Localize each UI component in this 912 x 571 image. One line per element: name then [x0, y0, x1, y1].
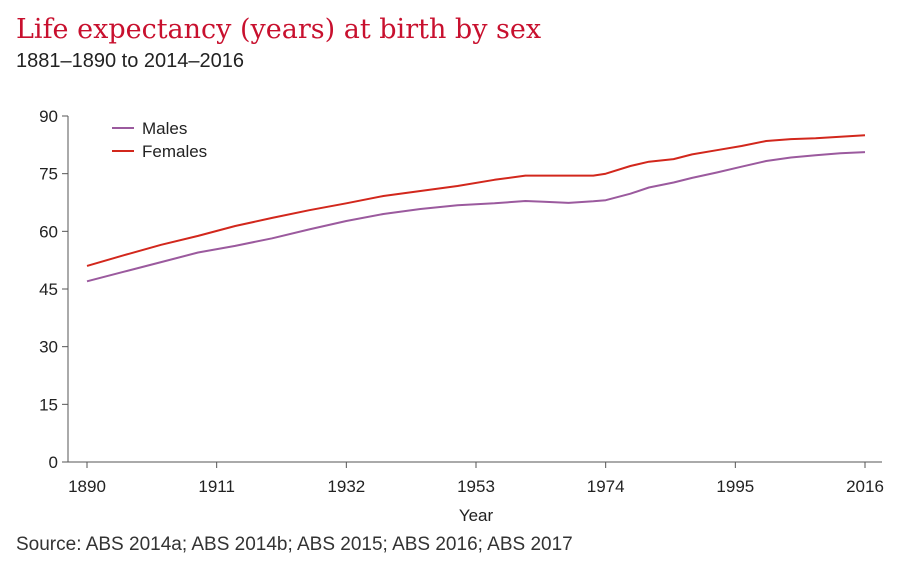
legend-label-females: Females	[142, 142, 207, 161]
y-tick-label: 75	[39, 165, 58, 184]
x-tick-label: 1890	[68, 477, 106, 496]
x-tick-label: 1932	[327, 477, 365, 496]
axes	[67, 116, 882, 463]
x-tick-label: 1953	[457, 477, 495, 496]
x-axis-label: Year	[459, 506, 494, 525]
x-axis-ticks: 1890 1911 1932 1953 1974 1995 2016	[68, 462, 884, 496]
series-line-males	[86, 151, 866, 283]
y-axis-ticks: 0 15 30 45 60 75 90	[39, 107, 68, 472]
source-note: Source: ABS 2014a; ABS 2014b; ABS 2015; …	[16, 534, 573, 555]
y-tick-label: 0	[49, 453, 58, 472]
chart-title: Life expectancy (years) at birth by sex	[16, 14, 542, 45]
x-tick-label: 1974	[587, 477, 625, 496]
series-line-females	[86, 134, 866, 267]
y-tick-label: 90	[39, 107, 58, 126]
x-tick-label: 1911	[198, 477, 235, 496]
series-lines	[86, 134, 866, 283]
y-tick-label: 60	[39, 222, 58, 241]
y-tick-label: 45	[39, 280, 58, 299]
y-tick-label: 15	[39, 395, 58, 414]
legend-label-males: Males	[142, 119, 187, 138]
legend: Males Females	[112, 119, 207, 161]
x-tick-label: 1995	[716, 477, 754, 496]
y-tick-label: 30	[39, 338, 58, 357]
x-tick-label: 2016	[846, 477, 884, 496]
chart-subtitle: 1881–1890 to 2014–2016	[16, 50, 245, 72]
